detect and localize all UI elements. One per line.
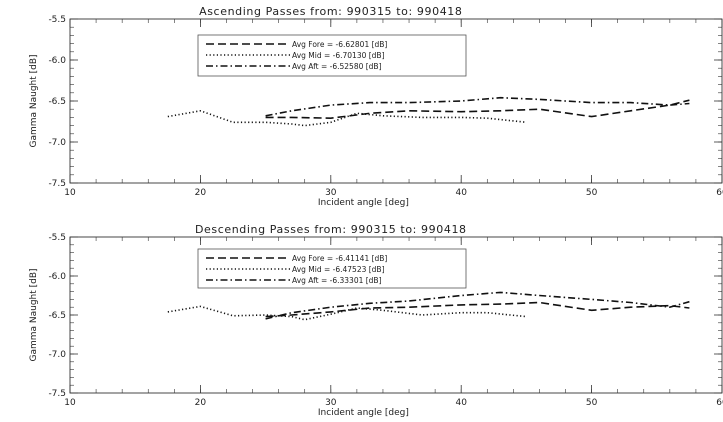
panel2-ytick-label: -6.0 bbox=[48, 272, 66, 282]
panel1-xtick-label: 30 bbox=[325, 188, 337, 198]
panel1-xtick-label: 60 bbox=[716, 188, 723, 198]
panel1-series-dotted-line bbox=[167, 109, 527, 127]
panel2-legend-entry: Avg Aft = -6.33301 [dB] bbox=[292, 276, 382, 285]
panel1-xtick-label: 10 bbox=[64, 188, 76, 198]
panel2-ytick-label: -7.5 bbox=[48, 389, 66, 399]
panel2-xtick-label: 30 bbox=[325, 398, 337, 408]
panel1-xtick-label: 50 bbox=[586, 188, 598, 198]
panel2-series-dotted-line bbox=[167, 305, 527, 321]
panel2-ytick-label: -5.5 bbox=[48, 233, 66, 243]
panel2-xtick-label: 40 bbox=[455, 398, 467, 408]
panel2-xtick-label: 20 bbox=[195, 398, 207, 408]
panel1-xtick-label: 40 bbox=[455, 188, 467, 198]
panel1-ytick-label: -5.5 bbox=[48, 15, 66, 25]
panel1-series-dashdot-line bbox=[265, 96, 690, 117]
panel2-legend-entry: Avg Mid = -6.47523 [dB] bbox=[292, 265, 385, 274]
panel1-title: Ascending Passes from: 990315 to: 990418 bbox=[199, 5, 462, 18]
panel1-legend-entry: Avg Fore = -6.62801 [dB] bbox=[292, 40, 387, 49]
panel2-series-dashdot-line bbox=[265, 291, 690, 320]
panel1-xaxis-label: Incident angle [deg] bbox=[318, 198, 409, 208]
panel2-title: Descending Passes from: 990315 to: 99041… bbox=[195, 223, 467, 236]
panel1-ytick-label: -6.5 bbox=[48, 97, 66, 107]
panel1-legend-entry: Avg Aft = -6.52580 [dB] bbox=[292, 62, 382, 71]
panel2-yaxis-label: Gamma Naught [dB] bbox=[29, 268, 39, 361]
panel1-legend-entry: Avg Mid = -6.70130 [dB] bbox=[292, 51, 385, 60]
panel2-legend-entry: Avg Fore = -6.41141 [dB] bbox=[292, 254, 387, 263]
panel2-xtick-label: 50 bbox=[586, 398, 598, 408]
panel1-series-dashed-line bbox=[265, 99, 690, 120]
panel1-ytick-label: -6.0 bbox=[48, 56, 66, 66]
panel2-xtick-label: 10 bbox=[64, 398, 76, 408]
panel1-xtick-label: 20 bbox=[195, 188, 207, 198]
panel2-xaxis-label: Incident angle [deg] bbox=[318, 408, 409, 417]
panel2-ytick-label: -7.0 bbox=[48, 350, 66, 360]
panel1-ytick-label: -7.0 bbox=[48, 138, 66, 148]
panel1-yaxis-label: Gamma Naught [dB] bbox=[29, 54, 39, 147]
panel2-ytick-label: -6.5 bbox=[48, 311, 66, 321]
panel2-xtick-label: 60 bbox=[716, 398, 723, 408]
panel2-series-dashed-line bbox=[265, 301, 690, 318]
panel1-ytick-label: -7.5 bbox=[48, 179, 66, 189]
